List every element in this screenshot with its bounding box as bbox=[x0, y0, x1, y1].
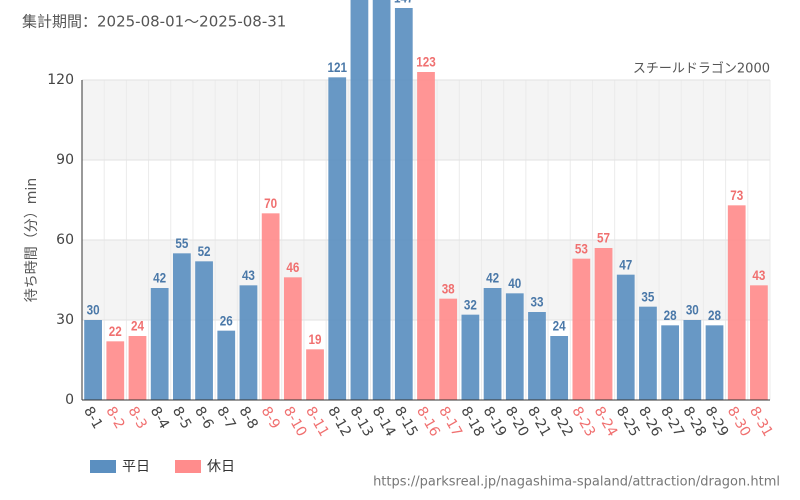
value-label: 70 bbox=[264, 195, 277, 211]
value-label: 24 bbox=[553, 318, 566, 334]
value-label: 32 bbox=[464, 296, 477, 312]
bar bbox=[306, 349, 324, 400]
bar bbox=[283, 277, 302, 400]
legend-swatch bbox=[175, 460, 201, 473]
bar bbox=[705, 325, 724, 400]
y-tick-label: 120 bbox=[47, 72, 74, 88]
x-tick-label: 8-2 bbox=[102, 404, 127, 432]
chart-subtitle: スチールドラゴン2000 bbox=[633, 61, 770, 77]
bar bbox=[239, 285, 258, 400]
y-axis-label: 待ち時間（分）min bbox=[24, 178, 40, 302]
x-tick-label: 8-4 bbox=[147, 404, 172, 432]
value-label: 43 bbox=[752, 267, 765, 283]
value-label: 24 bbox=[131, 318, 144, 334]
bar bbox=[483, 288, 502, 400]
bar bbox=[750, 285, 768, 400]
bar bbox=[594, 248, 613, 400]
x-tick-label: 8-9 bbox=[258, 404, 283, 432]
bar bbox=[217, 330, 236, 400]
bar bbox=[417, 72, 435, 400]
bar bbox=[616, 274, 635, 400]
x-tick-label: 8-31 bbox=[746, 404, 776, 440]
bar bbox=[150, 288, 169, 400]
bar bbox=[639, 306, 657, 400]
bar bbox=[261, 213, 280, 400]
value-label: 123 bbox=[416, 54, 436, 70]
x-tick-label: 8-7 bbox=[213, 404, 238, 432]
bar bbox=[350, 0, 369, 400]
value-label: 53 bbox=[575, 240, 588, 256]
value-label: 73 bbox=[730, 187, 743, 203]
bar bbox=[683, 320, 702, 400]
bar bbox=[528, 312, 546, 400]
value-label: 38 bbox=[442, 280, 455, 296]
bar bbox=[394, 8, 413, 400]
legend-label: 休日 bbox=[207, 459, 235, 475]
x-tick-label: 8-6 bbox=[191, 404, 216, 432]
value-label: 46 bbox=[286, 259, 299, 275]
x-tick-label: 8-3 bbox=[125, 404, 150, 432]
bar bbox=[106, 341, 125, 400]
bar bbox=[195, 261, 213, 400]
value-label: 19 bbox=[309, 331, 322, 347]
bar bbox=[128, 336, 147, 400]
value-label: 42 bbox=[486, 270, 499, 286]
bar bbox=[550, 336, 569, 400]
y-tick-label: 30 bbox=[56, 312, 74, 328]
value-label: 55 bbox=[175, 235, 188, 251]
value-label: 52 bbox=[198, 243, 211, 259]
value-label: 28 bbox=[708, 307, 721, 323]
value-label: 26 bbox=[220, 312, 233, 328]
value-label: 28 bbox=[664, 307, 677, 323]
bar bbox=[84, 320, 102, 400]
y-tick-label: 90 bbox=[56, 152, 74, 168]
value-label: 22 bbox=[109, 323, 122, 339]
bar bbox=[172, 253, 191, 400]
value-label: 42 bbox=[153, 270, 166, 286]
value-label: 33 bbox=[530, 294, 543, 310]
legend-swatch bbox=[90, 460, 116, 473]
bar bbox=[461, 314, 480, 400]
bar bbox=[572, 258, 591, 400]
x-tick-label: 8-5 bbox=[169, 404, 194, 432]
value-label: 43 bbox=[242, 267, 255, 283]
bar bbox=[439, 298, 458, 400]
value-label: 121 bbox=[327, 59, 347, 75]
chart-title: 集計期間：2025-08-01～2025-08-31 bbox=[22, 13, 286, 31]
bar bbox=[505, 293, 524, 400]
bar bbox=[372, 0, 391, 400]
x-tick-label: 8-1 bbox=[80, 404, 105, 432]
value-label: 57 bbox=[597, 230, 610, 246]
value-label: 30 bbox=[87, 302, 100, 318]
x-tick-label: 8-8 bbox=[236, 404, 261, 432]
bar bbox=[661, 325, 680, 400]
value-label: 47 bbox=[619, 256, 632, 272]
y-tick-label: 60 bbox=[56, 232, 74, 248]
value-label: 30 bbox=[686, 302, 699, 318]
y-tick-label: 0 bbox=[65, 392, 74, 408]
bar bbox=[727, 205, 746, 400]
value-label: 40 bbox=[508, 275, 521, 291]
legend-label: 平日 bbox=[122, 459, 150, 475]
bar bbox=[328, 77, 347, 400]
value-label: 147 bbox=[394, 0, 414, 6]
source-url: https://parksreal.jp/nagashima-spaland/a… bbox=[373, 475, 780, 490]
value-label: 35 bbox=[641, 288, 654, 304]
